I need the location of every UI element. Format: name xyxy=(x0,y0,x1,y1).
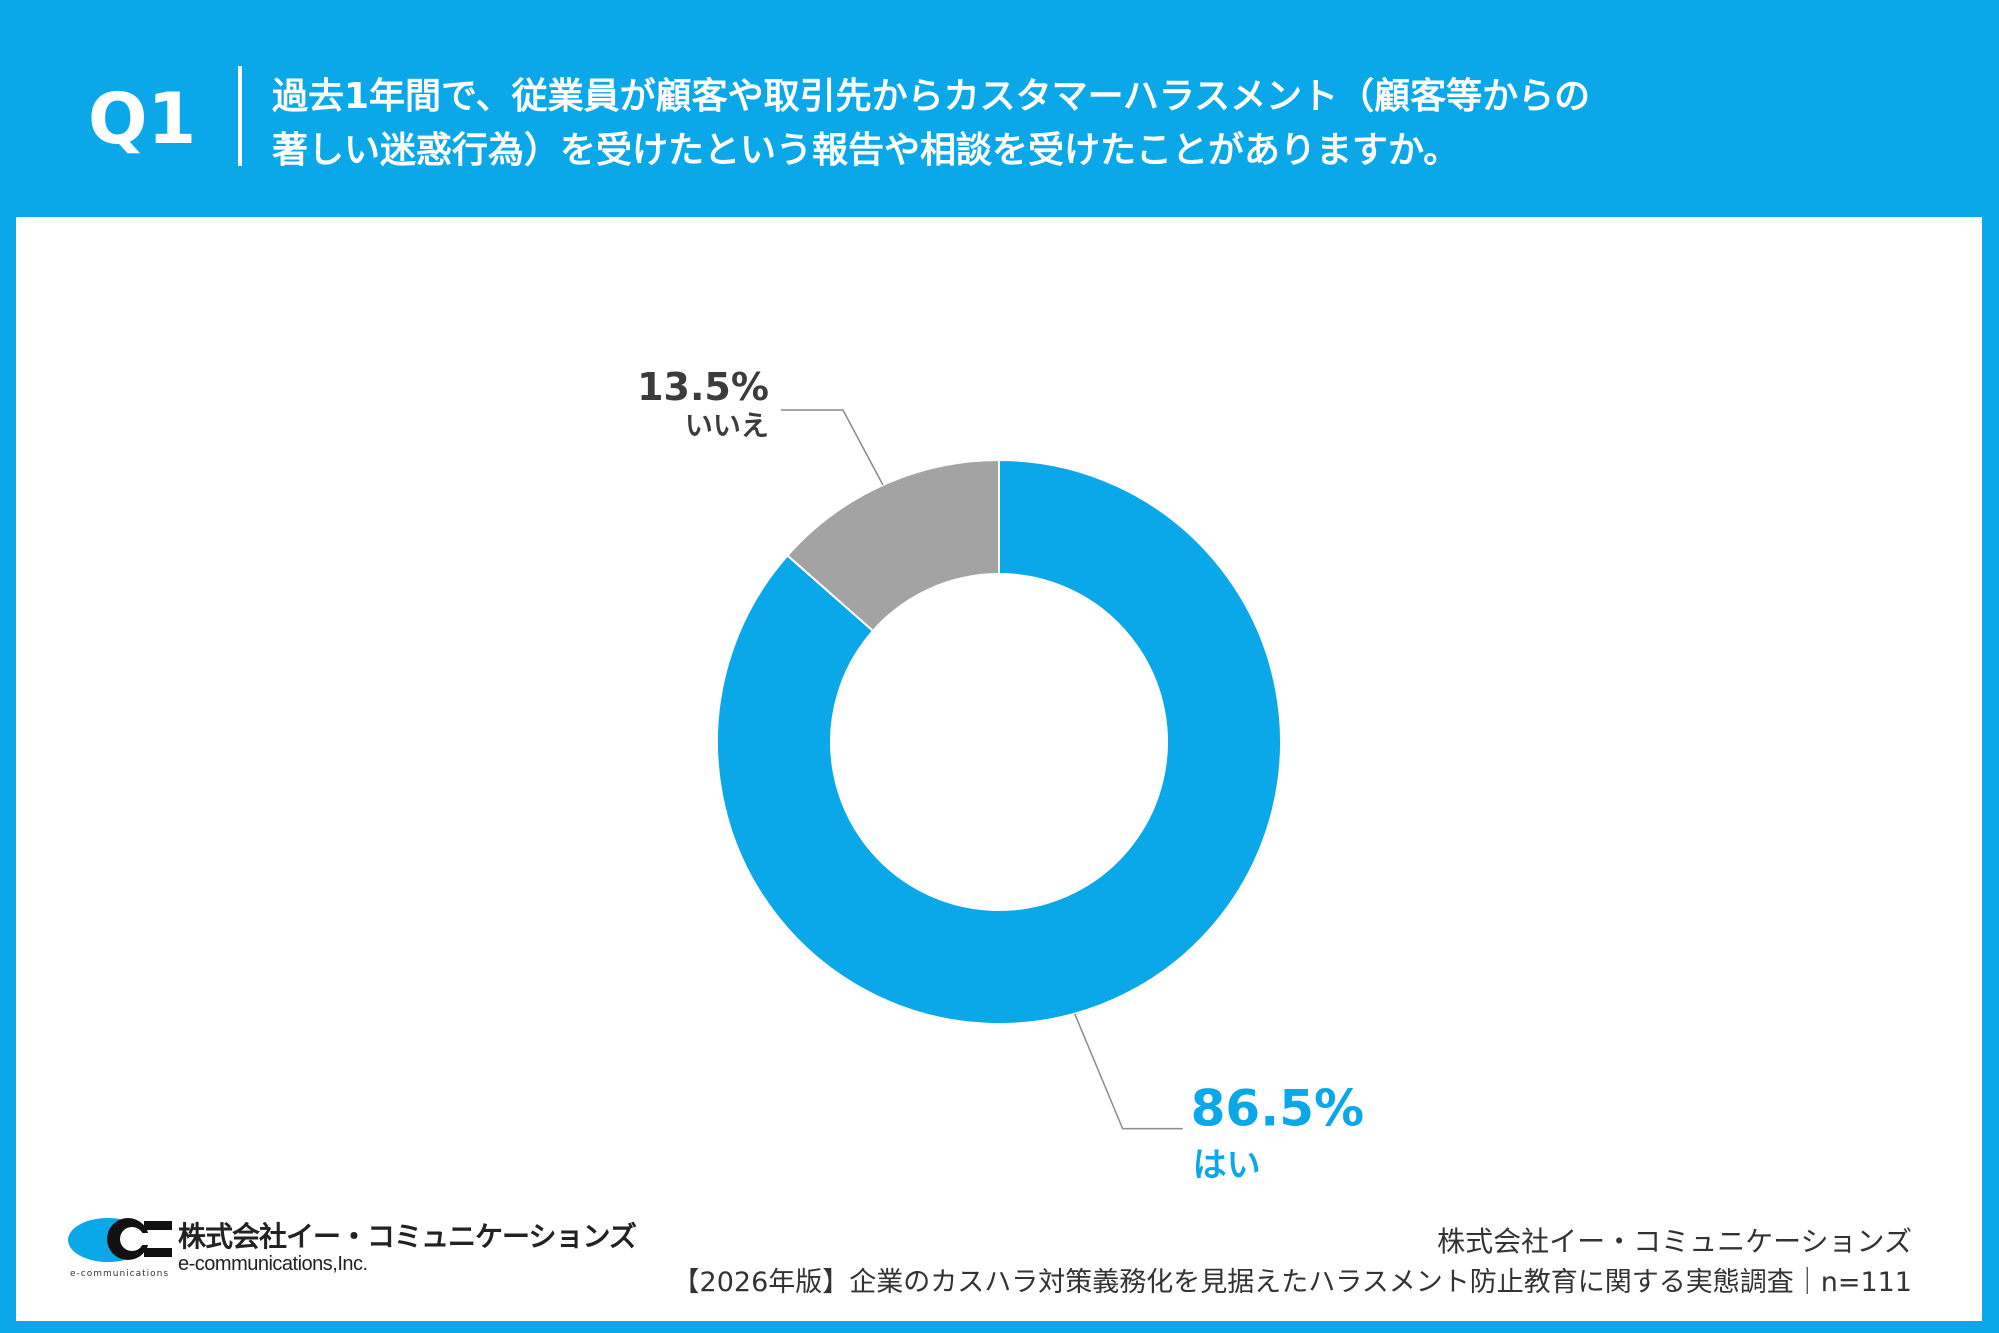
question-line-2: 著しい迷惑行為）を受けたという報告や相談を受けたことがありますか。 xyxy=(272,130,1460,171)
chart-panel: 86.5% はい 13.5% いいえ e-communications 株式会社イー・… xyxy=(16,217,1982,1321)
category-label-0: はい xyxy=(1193,1146,1261,1186)
header-divider xyxy=(238,66,242,166)
donut-chart: 86.5% はい 13.5%いいえ xyxy=(637,365,1364,1186)
header-band: Q1 過去1年間で、従業員が顧客や取引先からカスタマーハラスメント（顧客等からの… xyxy=(0,0,1999,215)
source-credit: 株式会社イー・コミュニケーションズ 【2026年版】企業のカスハラ対策義務化を見… xyxy=(673,1222,1912,1304)
donut-slice-0 xyxy=(716,458,1282,1025)
credit-survey: 【2026年版】企業のカスハラ対策義務化を見据えたハラスメント防止教育に関する実… xyxy=(672,1267,1912,1298)
question-number: Q1 xyxy=(88,78,197,160)
logo-small-text: e-communications xyxy=(70,1269,170,1279)
question-text: 過去1年間で、従業員が顧客や取引先からカスタマーハラスメント（顧客等からの 著し… xyxy=(272,70,1832,178)
logo-company-jp: 株式会社イー・コミュニケーションズ xyxy=(178,1220,637,1253)
credit-company: 株式会社イー・コミュニケーションズ xyxy=(1437,1225,1912,1258)
leader-line-1 xyxy=(780,409,884,486)
value-label-0: 86.5% xyxy=(1191,1080,1364,1138)
category-label-1: いいえ xyxy=(685,409,769,442)
logo-company-en: e-communications,Inc. xyxy=(178,1253,368,1275)
leader-line-0 xyxy=(1073,1013,1183,1130)
question-line-1: 過去1年間で、従業員が顧客や取引先からカスタマーハラスメント（顧客等からの xyxy=(272,76,1591,117)
value-label-1: 13.5% xyxy=(637,365,769,409)
donut-slice-1 xyxy=(786,458,1000,633)
company-logo: e-communications 株式会社イー・コミュニケーションズ e-com… xyxy=(66,1213,666,1293)
logo-mark-icon xyxy=(68,1218,172,1262)
